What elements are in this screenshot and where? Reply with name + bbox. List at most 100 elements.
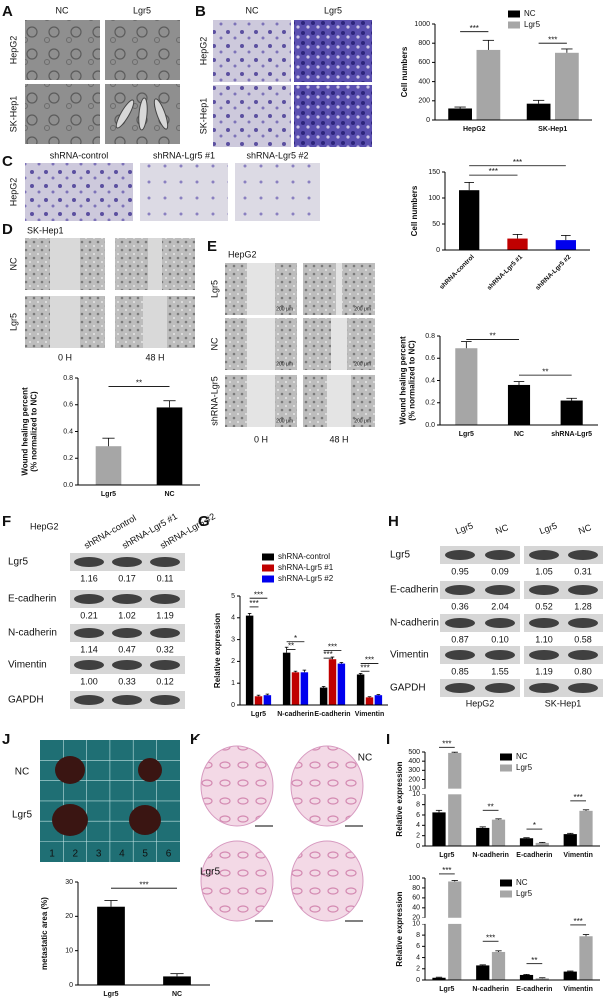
column-label: NC [246, 5, 259, 15]
blot-group-label: SK-Hep1 [545, 698, 582, 708]
column-label: Lgr5 [133, 5, 151, 15]
band [74, 594, 104, 604]
y-tick-label: 0.6 [425, 355, 435, 362]
error-bar [539, 841, 546, 843]
y-axis-label: Wound healing percent [21, 387, 30, 476]
panel-letter: G [198, 513, 210, 530]
panel-letter: A [2, 3, 13, 20]
y-tick-label: 40 [412, 905, 420, 912]
blot-quant: 0.47 [118, 644, 136, 654]
y-tick-label: 400 [418, 78, 430, 85]
x-tick-label: Lgr5 [439, 852, 454, 859]
blot-quant: 1.19 [535, 666, 553, 676]
y-tick-label: 8 [416, 801, 420, 808]
lane-label: Lgr5 [538, 521, 558, 537]
band [445, 585, 475, 595]
bar [560, 400, 583, 425]
error-bar [451, 880, 458, 882]
x-tick-label: NC [164, 491, 174, 498]
scale-bar-label: 200 μm [276, 418, 293, 424]
scale-bar-label: 200 μm [354, 306, 371, 312]
column-label: shRNA-Lgr5 #1 [153, 150, 215, 160]
bar [555, 240, 576, 250]
wound-gap [50, 238, 80, 290]
bar [95, 446, 122, 485]
column-label: shRNA-Lgr5 #2 [246, 150, 308, 160]
bar [563, 834, 577, 846]
significance-label: *** [249, 599, 258, 608]
error-bar [567, 832, 574, 835]
micrograph [105, 20, 180, 80]
y-axis-label: Wound healing percent [399, 336, 408, 425]
error-bar [454, 106, 466, 109]
x-tick-label: shRNA-Lgr5 [551, 431, 592, 438]
wound-gap [247, 375, 275, 427]
micrograph [294, 85, 372, 147]
y-axis-label: (% normalized to NC) [408, 340, 417, 421]
row-label: SK-Hep1 [198, 98, 208, 135]
error-bar [582, 934, 590, 937]
error-bar [302, 669, 307, 673]
significance-label: *** [486, 933, 495, 942]
micrograph [235, 163, 320, 221]
blot-row-label: Vimentin [390, 650, 429, 661]
x-tick-label: N-cadherin [472, 986, 509, 993]
error-bar [339, 662, 344, 664]
y-tick-label: 100 [408, 875, 420, 882]
y-tick-label: 2 [416, 966, 420, 973]
bar [579, 810, 593, 846]
bar [535, 978, 549, 980]
blot-quant: 1.14 [80, 644, 98, 654]
blot-quant: 2.04 [491, 601, 509, 611]
band [150, 695, 180, 705]
y-tick-label: 6 [416, 943, 420, 950]
blot-quant: 0.95 [451, 566, 469, 576]
band [485, 618, 515, 628]
y-tick-label: 1 [231, 680, 235, 687]
row-label: NC [8, 257, 18, 270]
bar [156, 407, 183, 485]
bar [328, 659, 337, 705]
band [568, 585, 598, 595]
y-tick-label: 0.6 [63, 402, 73, 409]
x-tick-label: shRNA-control [438, 254, 476, 292]
x-tick-label: shRNA-Lgr5 #1 [486, 253, 524, 291]
legend-label: NC [516, 878, 528, 887]
wound-gap [331, 318, 347, 370]
bar [254, 696, 263, 705]
column-label: NC [56, 5, 69, 15]
legend-swatch [508, 10, 520, 18]
tissue [200, 745, 274, 827]
legend-swatch [508, 21, 520, 29]
bar [455, 348, 478, 425]
x-tick-label: SK-Hep1 [538, 126, 567, 133]
blot-quant: 1.05 [535, 566, 553, 576]
significance-label: ** [488, 802, 494, 811]
band [568, 618, 598, 628]
blot-row-label: Vimentin [8, 660, 47, 671]
x-tick-label: Lgr5 [103, 991, 118, 998]
legend-swatch [262, 564, 274, 572]
x-tick-label: Lgr5 [439, 986, 454, 993]
x-tick-label: NC [514, 431, 524, 438]
significance-label: ** [288, 642, 294, 651]
bar [356, 674, 365, 705]
y-tick-label: 500 [408, 749, 420, 756]
x-tick-label: Vimentin [563, 986, 592, 993]
blot-quant: 0.17 [118, 573, 136, 583]
legend-swatch [500, 879, 512, 887]
blot-row-label: GAPDH [8, 695, 44, 706]
ruler-number: 6 [166, 849, 172, 860]
error-bar [479, 964, 486, 966]
legend-label: Lgr5 [516, 763, 533, 772]
significance-label: * [533, 821, 536, 830]
blot-quant: 1.55 [491, 666, 509, 676]
band [150, 594, 180, 604]
error-bar [461, 341, 472, 349]
bar [319, 687, 328, 705]
panel-letter: H [388, 513, 399, 530]
bar [507, 384, 531, 425]
row-label: Lgr5 [200, 867, 220, 878]
blot-row-label: Lgr5 [8, 557, 28, 568]
error-bar [293, 670, 298, 673]
